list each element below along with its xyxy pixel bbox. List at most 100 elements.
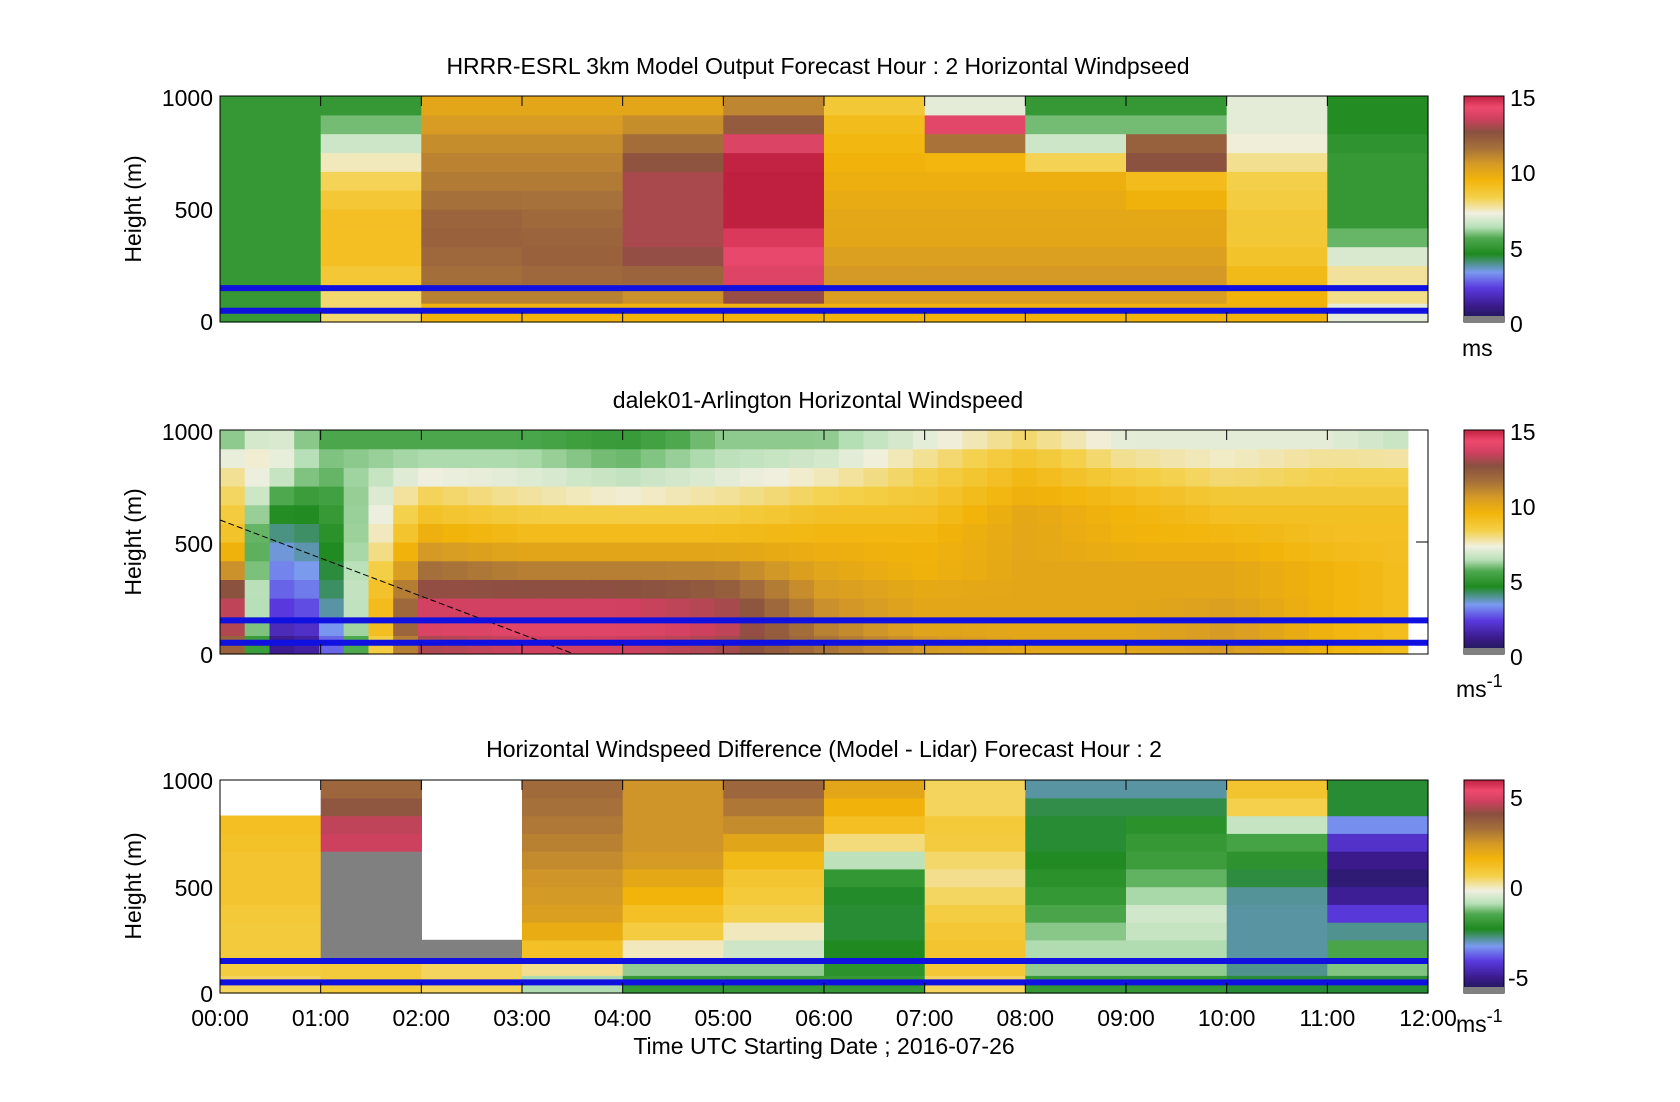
heatmap-cell	[1126, 922, 1228, 941]
heatmap-cell	[640, 486, 666, 506]
heatmap-cell	[343, 467, 369, 487]
heatmap-cell	[522, 780, 624, 799]
heatmap-cell	[665, 467, 691, 487]
heatmap-cell	[789, 448, 815, 468]
heatmap-cell	[1061, 504, 1087, 524]
heatmap-cell	[368, 579, 394, 599]
heatmap-cell	[1185, 542, 1211, 562]
heatmap-cell	[566, 504, 592, 524]
heatmap-cell	[442, 523, 468, 543]
heatmap-cell	[863, 430, 889, 450]
heatmap-cell	[269, 598, 295, 618]
heatmap-cell	[824, 171, 926, 191]
heatmap-cell	[764, 542, 790, 562]
heatmap-cell	[912, 560, 939, 580]
heatmap-cell	[723, 904, 825, 923]
heatmap-cell	[1226, 886, 1328, 905]
heatmap-cell	[987, 542, 1013, 562]
heatmap-cell	[824, 797, 926, 817]
heatmap-cell	[541, 430, 567, 450]
heatmap-cell	[723, 868, 825, 888]
heatmap-cell	[1126, 152, 1228, 172]
heatmap-cell	[640, 467, 666, 487]
heatmap-cell	[269, 560, 295, 580]
heatmap-cell	[1259, 560, 1285, 580]
heatmap-cell	[1110, 560, 1137, 580]
heatmap-cell	[1226, 868, 1328, 888]
heatmap-cell	[723, 886, 825, 905]
x-tick-labels: 00:00 01:00 02:00 03:00 04:00 05:00 06:00 07:00…	[191, 1005, 1457, 1031]
heatmap-cell	[320, 209, 422, 229]
heatmap-cell	[962, 579, 988, 599]
heatmap-cell	[937, 504, 963, 524]
heatmap-cell	[1126, 780, 1228, 799]
heatmap-cell	[723, 922, 825, 941]
heatmap-cell	[888, 486, 914, 506]
heatmap-cell	[1025, 780, 1127, 799]
panel-title: dalek01-Arlington Horizontal Windspeed	[613, 387, 1023, 413]
heatmap-cell	[522, 851, 624, 870]
heatmap-cell	[824, 815, 926, 834]
heatmap-cell	[1259, 598, 1285, 618]
colorbar-tick-label: 0	[1510, 644, 1523, 670]
heatmap-cell	[1135, 430, 1161, 450]
heatmap-cell	[522, 886, 624, 905]
heatmap-cell	[522, 265, 624, 285]
heatmap-cell	[1383, 579, 1409, 599]
heatmap-cell	[962, 486, 988, 506]
heatmap-cell	[739, 598, 765, 618]
heatmap-cell	[622, 114, 724, 135]
heatmap-cell	[591, 504, 617, 524]
heatmap-cell	[1011, 560, 1038, 580]
heatmap-cell	[824, 209, 926, 229]
heatmap-cell	[421, 265, 523, 285]
colorbar-tick-label: 15	[1510, 419, 1536, 445]
heatmap-cell	[1259, 430, 1285, 450]
heatmap-cell	[1135, 467, 1161, 487]
heatmap-cell	[319, 430, 345, 450]
heatmap-cell	[244, 504, 270, 524]
heatmap-cell	[1209, 560, 1236, 580]
heatmap-cell	[343, 560, 369, 580]
heatmap-cell	[1383, 467, 1409, 487]
heatmap-cell	[824, 904, 926, 923]
heatmap-cell	[1383, 598, 1409, 618]
heatmap-cell	[1259, 448, 1285, 468]
heatmap-cell	[1160, 430, 1186, 450]
heatmap-cell	[522, 190, 624, 210]
heatmap-cell	[220, 190, 322, 210]
heatmap-cell	[566, 523, 592, 543]
heatmap-cell	[962, 598, 988, 618]
heatmap-cell	[764, 504, 790, 524]
heatmap-cell	[1209, 598, 1236, 618]
heatmap-cell	[1135, 560, 1161, 580]
heatmap-cell	[467, 560, 493, 580]
heatmap-cell	[1308, 523, 1335, 543]
heatmap-cell	[937, 448, 963, 468]
heatmap-cell	[824, 114, 926, 135]
y-tick-label: 500	[175, 531, 213, 557]
heatmap-cell	[591, 598, 617, 618]
heatmap-cell	[492, 542, 518, 562]
heatmap-cell	[888, 504, 914, 524]
heatmap-cell	[1226, 96, 1328, 116]
heatmap-cell	[1308, 467, 1335, 487]
heatmap-cell	[294, 448, 320, 468]
heatmap-cell	[566, 430, 592, 450]
x-tick-label: 00:00	[191, 1005, 249, 1031]
heatmap-cell	[1284, 448, 1310, 468]
heatmap-cell	[838, 430, 864, 450]
heatmap-cell	[591, 486, 617, 506]
heatmap-cell	[739, 486, 765, 506]
heatmap-cell	[1036, 467, 1062, 487]
heatmap-cell	[269, 486, 295, 506]
heatmap-cell	[789, 486, 815, 506]
heatmap-cell	[1234, 598, 1260, 618]
heatmap-cell	[863, 448, 889, 468]
heatmap-cell	[1086, 542, 1112, 562]
heatmap-cell	[320, 171, 422, 191]
heatmap-cell	[1327, 939, 1429, 959]
panel-difference: Horizontal Windspeed Difference (Model -…	[120, 736, 1528, 1059]
heatmap-cell	[294, 486, 320, 506]
heatmap-cell	[220, 265, 322, 285]
